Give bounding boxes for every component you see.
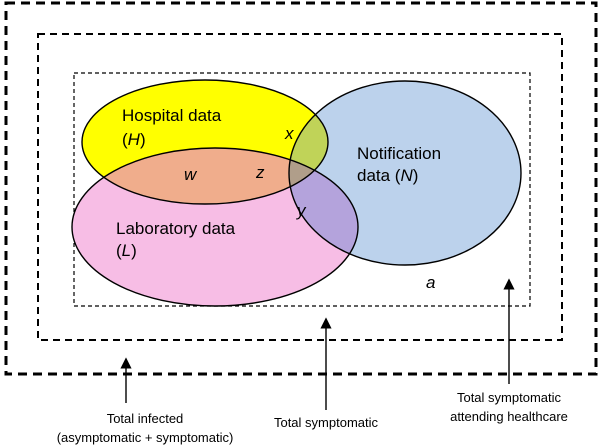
attending-healthcare-box — [73, 72, 531, 307]
attending-healthcare-label-line1: Total symptomatic — [457, 390, 562, 405]
region-w-label: w — [184, 165, 198, 184]
total-infected-label-line2: (asymptomatic + symptomatic) — [57, 430, 234, 445]
notification-label-line1: Notification — [357, 144, 441, 163]
notification-outline — [288, 80, 522, 266]
region-y-label: y — [296, 201, 307, 220]
attending-healthcare-label-line2: attending healthcare — [450, 409, 568, 424]
region-x-label: x — [284, 124, 294, 143]
hospital-outline — [81, 79, 329, 205]
hospital-label-line1: Hospital data — [122, 106, 222, 125]
region-z-label: z — [255, 163, 265, 182]
laboratory-label-line1: Laboratory data — [116, 219, 236, 238]
hospital-label-line2: (H) — [122, 130, 146, 149]
total-infected-label-line1: Total infected — [107, 411, 184, 426]
region-a-label: a — [426, 273, 435, 292]
hospital-laboratory-overlap — [82, 148, 328, 204]
laboratory-outline — [71, 147, 359, 307]
total-symptomatic-label: Total symptomatic — [274, 415, 379, 430]
total-symptomatic-box — [37, 33, 563, 341]
notification-label-line2: data (N) — [357, 166, 418, 185]
laboratory-label-line2: (L) — [116, 241, 137, 260]
